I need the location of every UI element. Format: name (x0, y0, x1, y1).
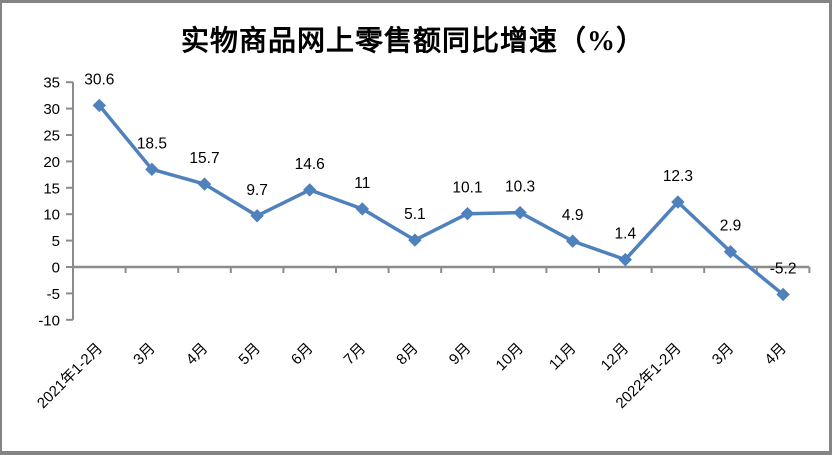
data-point-label: 30.6 (84, 71, 114, 88)
x-category-label: 12月 (598, 340, 632, 374)
y-tick-label: 30 (43, 101, 60, 118)
x-category-label: 5月 (235, 340, 264, 369)
data-point-marker (776, 287, 790, 302)
data-point-marker (302, 183, 317, 197)
data-point-marker (565, 234, 580, 248)
data-point-label: 2.9 (720, 218, 742, 235)
data-point-label: 5.1 (404, 206, 426, 223)
x-category-label: 10月 (493, 340, 527, 374)
data-point-marker (408, 233, 422, 247)
data-point-label: -5.2 (770, 260, 797, 277)
x-category-label: 9月 (446, 340, 475, 369)
data-point-marker (513, 205, 527, 220)
x-category-label: 8月 (393, 340, 422, 369)
data-point-label: 10.3 (505, 179, 535, 196)
x-category-label: 2021年1-2月 (34, 340, 106, 412)
data-point-marker (145, 162, 159, 177)
data-point-label: 1.4 (615, 226, 637, 243)
data-point-label: 4.9 (562, 207, 584, 224)
x-category-label: 3月 (709, 340, 738, 369)
data-point-label: 15.7 (189, 150, 219, 167)
x-category-label: 4月 (761, 340, 790, 369)
data-point-marker (460, 206, 475, 221)
y-tick-label: 15 (43, 180, 60, 197)
y-tick-label: 35 (43, 75, 60, 92)
x-category-label: 3月 (130, 340, 159, 369)
y-tick-label: 25 (43, 128, 60, 145)
data-point-label: 18.5 (137, 135, 167, 152)
x-category-label: 11月 (546, 340, 580, 374)
y-tick-label: 10 (43, 207, 60, 224)
data-point-marker (723, 244, 738, 259)
data-point-label: 11 (354, 175, 370, 192)
x-category-label: 6月 (288, 340, 317, 369)
x-category-label: 7月 (341, 340, 370, 369)
data-point-marker (618, 252, 633, 267)
chart-title: 实物商品网上零售额同比增速（%） (180, 26, 645, 57)
data-point-label: 10.1 (452, 180, 482, 197)
y-tick-label: 20 (43, 154, 60, 171)
data-point-label: 12.3 (663, 168, 693, 185)
data-point-label: 9.7 (246, 182, 268, 199)
x-category-label: 4月 (183, 340, 212, 369)
data-point-marker (197, 177, 212, 191)
data-point-marker (250, 209, 264, 223)
y-tick-label: 5 (52, 233, 60, 250)
data-point-marker (671, 195, 685, 209)
data-point-label: 14.6 (295, 156, 325, 173)
series-line (97, 103, 785, 297)
y-tick-label: -10 (38, 312, 60, 329)
data-point-marker (355, 202, 370, 216)
y-tick-label: 0 (52, 260, 60, 277)
y-tick-label: -5 (47, 286, 60, 303)
data-point-marker (92, 98, 107, 113)
